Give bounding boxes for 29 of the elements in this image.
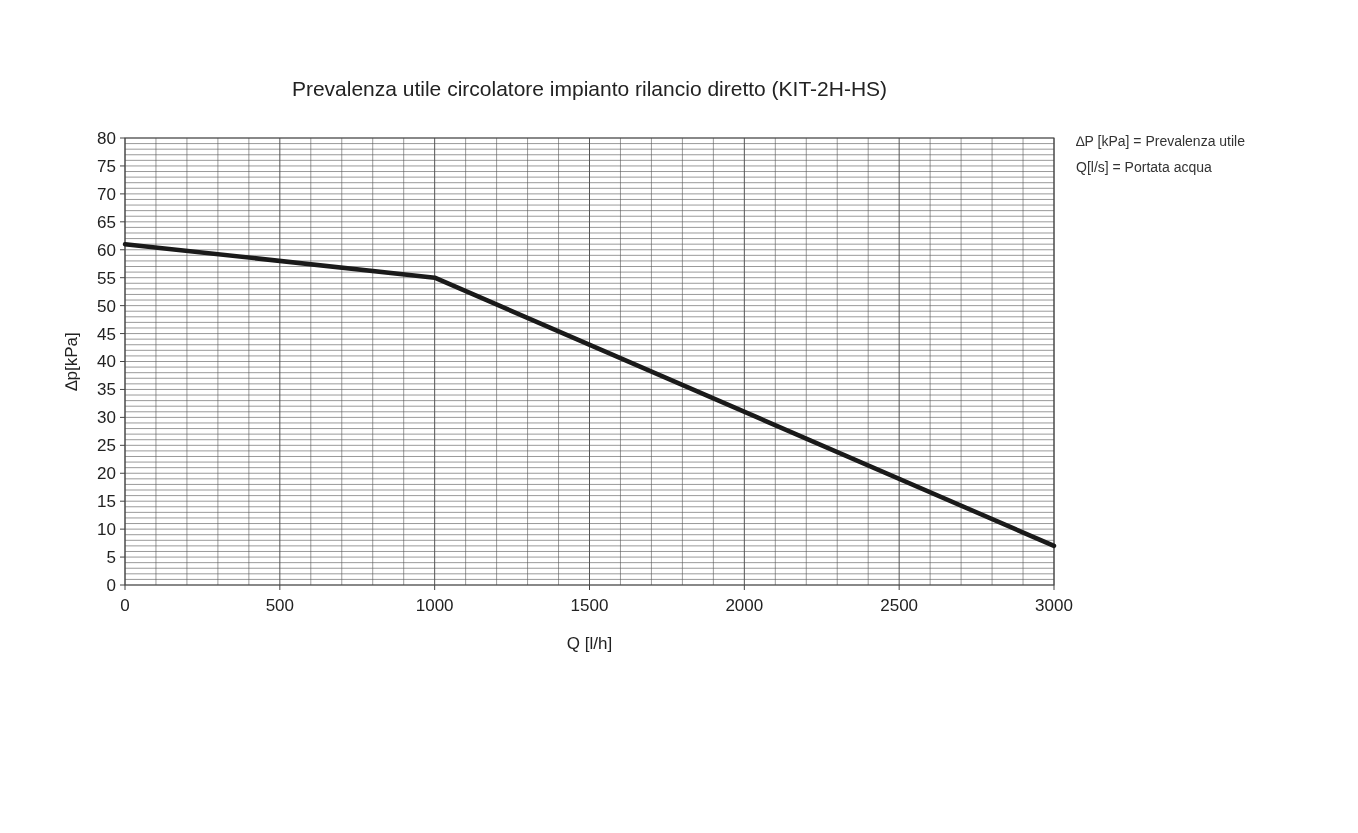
y-tick-label: 15 [97, 492, 116, 512]
x-tick-label: 500 [265, 596, 295, 615]
y-tick-label: 70 [97, 184, 116, 204]
y-tick-label: 55 [97, 268, 116, 288]
y-tick-label: 35 [97, 380, 116, 400]
y-tick-label: 60 [97, 240, 116, 260]
x-axis-title: Q [l/h] [566, 634, 613, 653]
y-axis-title: ∆p[kPa] [62, 332, 81, 391]
text: ∆P [kPa] = Prevalenza utile [1076, 133, 1246, 149]
x-tick-label: 2000 [725, 596, 764, 615]
y-tick-label: 25 [97, 436, 116, 456]
x-tick-label: 2500 [880, 596, 919, 615]
chart-title: Prevalenza utile circolatore impianto rilancio diretto (KIT-2H-HS) [291, 77, 888, 100]
text: Q[l/s] = Portata acqua [1076, 159, 1213, 175]
y-tick-label: 5 [106, 548, 116, 568]
y-tick-label: 50 [97, 296, 116, 316]
x-tick-label: 3000 [1035, 596, 1073, 615]
y-tick-label: 65 [97, 212, 116, 232]
x-tick-label: 1000 [415, 596, 454, 615]
y-tick-label: 30 [97, 408, 116, 428]
y-tick-label: 75 [97, 156, 116, 176]
y-tick-label: 0 [106, 575, 116, 595]
y-tick-label: 40 [97, 352, 116, 372]
x-tick-label: 1500 [570, 596, 609, 615]
y-tick-label: 45 [97, 324, 116, 344]
y-tick-label: 80 [97, 128, 116, 148]
y-tick-label: 20 [97, 464, 116, 484]
x-tick-label: 0 [120, 596, 130, 615]
y-tick-label: 10 [97, 520, 116, 540]
